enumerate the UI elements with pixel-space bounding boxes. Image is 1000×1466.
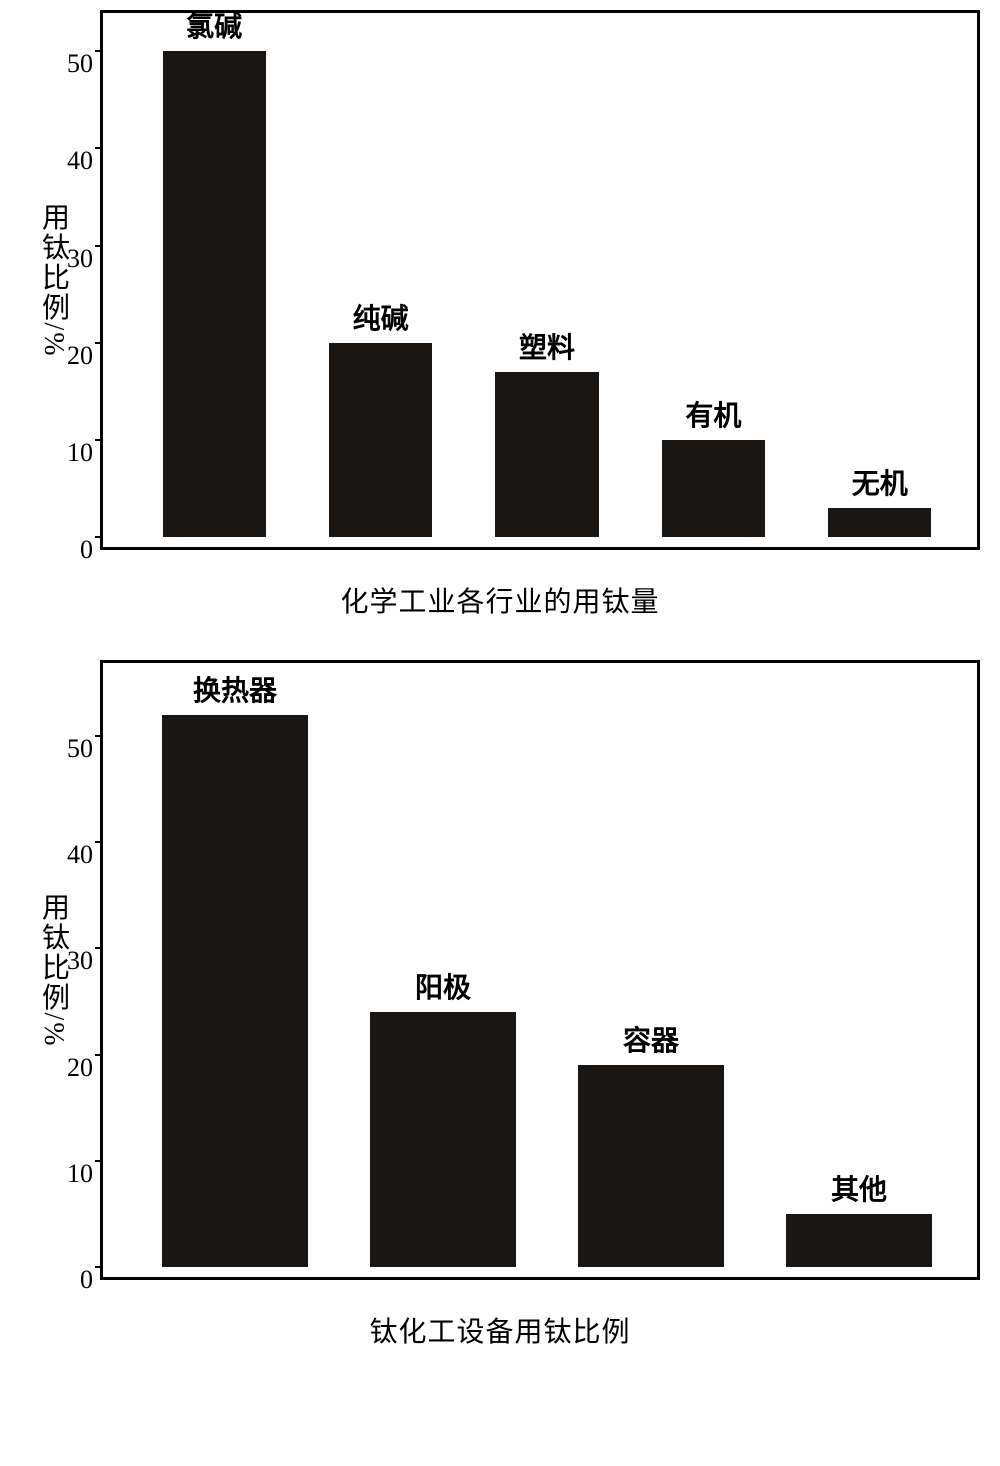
ytick-mark [95, 1054, 103, 1056]
bar [786, 1214, 932, 1267]
bar [495, 372, 598, 537]
bar-label: 纯碱 [353, 297, 409, 337]
bar [662, 440, 765, 537]
ytick-label: 0 [80, 535, 103, 565]
ytick-label: 30 [67, 244, 103, 274]
bar [370, 1012, 516, 1267]
chart-1-box: 用钛比例/% 01020304050氯碱纯碱塑料有机无机 [100, 10, 980, 550]
ytick-label: 20 [67, 341, 103, 371]
chart-2-box: 用钛比例/% 01020304050换热器阳极容器其他 [100, 660, 980, 1280]
ytick-label: 10 [67, 438, 103, 468]
bar-label: 其他 [831, 1168, 887, 1208]
chart-2-caption: 钛化工设备用钛比例 [20, 1310, 980, 1350]
chart-2-wrap: 用钛比例/% 01020304050换热器阳极容器其他 钛化工设备用钛比例 [20, 660, 980, 1350]
ytick-label: 50 [67, 49, 103, 79]
ytick-label: 30 [67, 946, 103, 976]
ytick-label: 10 [67, 1159, 103, 1189]
bar-label: 阳极 [415, 966, 471, 1006]
ytick-label: 40 [67, 146, 103, 176]
ytick-label: 40 [67, 840, 103, 870]
bar-label: 容器 [623, 1019, 679, 1059]
bar [329, 343, 432, 537]
bar [828, 508, 931, 537]
ytick-mark [95, 1266, 103, 1268]
ytick-mark [95, 342, 103, 344]
ytick-mark [95, 147, 103, 149]
bar-label: 换热器 [193, 669, 277, 709]
chart-1-ylabel: 用钛比例/% [33, 202, 73, 357]
bar [163, 51, 266, 537]
bar-label: 塑料 [519, 326, 575, 366]
ytick-label: 20 [67, 1053, 103, 1083]
ytick-mark [95, 50, 103, 52]
bar [578, 1065, 724, 1267]
ytick-mark [95, 439, 103, 441]
chart-1-caption: 化学工业各行业的用钛量 [20, 580, 980, 620]
ytick-mark [95, 536, 103, 538]
ytick-mark [95, 735, 103, 737]
ytick-label: 50 [67, 734, 103, 764]
ytick-mark [95, 841, 103, 843]
ytick-mark [95, 947, 103, 949]
bar-label: 氯碱 [186, 5, 242, 45]
chart-1-wrap: 用钛比例/% 01020304050氯碱纯碱塑料有机无机 化学工业各行业的用钛量 [20, 10, 980, 620]
ytick-label: 0 [80, 1265, 103, 1295]
ytick-mark [95, 1160, 103, 1162]
bar-label: 无机 [852, 462, 908, 502]
ytick-mark [95, 245, 103, 247]
bar [162, 715, 308, 1268]
bar-label: 有机 [685, 394, 741, 434]
